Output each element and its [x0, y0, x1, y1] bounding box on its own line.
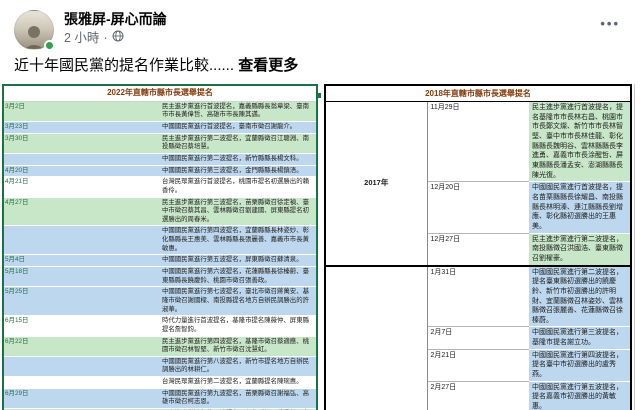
- table-row: 6月22日 民主進步黨進行第四波提名，基隆市徵召蔡適應、桃園市徵召林智堅、新竹市徵…: [3, 336, 317, 357]
- row-date: 4月27日: [3, 197, 160, 227]
- row-date: [3, 356, 160, 378]
- table-2018-title-row: 2018年直轄市縣市長選舉提名: [325, 85, 631, 103]
- row-text: 中國國民黨進行第六波提名，花蓮縣縣長徐榛蔚、臺東縣縣長饒慶鈴、桃園市徵召張善政。: [160, 266, 317, 288]
- row-date: 6月22日: [3, 336, 160, 357]
- row-text: 中國國民黨進行第七波提名，臺北市徵召蔣萬安、基隆市徵召謝國樑、南投縣提名地方自辦…: [160, 286, 317, 317]
- table-row: 中國國民黨進行第二波提名，新竹縣縣長楊文科。: [3, 153, 317, 166]
- row-date: 5月25日: [3, 286, 160, 317]
- row-text: 中國國民黨進行第九波提名，苗栗縣徵召謝福弘、高雄市徵召柯志恩。: [160, 388, 317, 410]
- post-options-icon[interactable]: •••: [600, 16, 620, 31]
- row-text: 民主進步黨進行第二波提名，宜蘭縣徵召江聰淵、南投縣徵召蔡培慧。: [160, 133, 317, 155]
- person-silhouette-icon: [24, 26, 44, 49]
- table-row: 6月29日 中國國民黨進行第九波提名，苗栗縣徵召謝福弘、高雄市徵召柯志恩。: [3, 388, 317, 410]
- post-image-attachment[interactable]: 2022年直轄市縣市長選舉提名 3月2日 民主進步黨進行首波提名，嘉義縣縣長翁章梁…: [0, 84, 640, 410]
- row-text: 民主進步黨進行第三波提名，苗栗縣徵召徐定禎、臺中市徵召蔡其昌、雲林縣徵召劉建國、…: [160, 197, 317, 227]
- table-row: 3月2日 民主進步黨進行首波提名，嘉義縣縣長翁章梁、臺南市市長黃偉哲、高雄市市長陳…: [3, 101, 317, 123]
- see-more-link[interactable]: 查看更多: [238, 57, 299, 74]
- table-2018-title: 2018年直轄市縣市長選舉提名: [325, 85, 631, 103]
- row-date: 2月27日: [427, 381, 529, 410]
- selection-handle: [316, 93, 321, 98]
- table-row: 5月4日 中國國民黨進行第五波提名，屏東縣徵召蘇清泉。: [3, 254, 317, 268]
- active-status-dot: [44, 40, 55, 51]
- row-date: 3月23日: [3, 121, 160, 134]
- row-text: 中國國民黨進行首波提名，臺南市徵召謝龍介。: [160, 121, 317, 134]
- row-date: [3, 376, 160, 389]
- row-text: 民主進步黨進行第五波提名，彰化縣徵召黃秀芳、嘉義市徵召李俊俋、花蓮縣徵召谷辣斯·…: [160, 408, 317, 410]
- image-edge-line: [634, 84, 635, 410]
- row-text: 民主進步黨進行第四波提名，基隆市徵召蔡適應、桃園市徵召林智堅、新竹市徵召沈慧虹。: [160, 336, 317, 357]
- table-2022-wrapper: 2022年直轄市縣市長選舉提名 3月2日 民主進步黨進行首波提名，嘉義縣縣長翁章梁…: [2, 84, 321, 410]
- row-date: 4月20日: [3, 165, 160, 178]
- row-date: 7月6日: [3, 408, 160, 410]
- table-row: 3月30日 民主進步黨進行第二波提名，宜蘭縣徵召江聰淵、南投縣徵召蔡培慧。: [3, 133, 317, 155]
- row-text: 中國國民黨進行第二波提名，提名臺東縣初選勝出的饒慶鈴、新竹市初選勝出的許明財、宜…: [529, 264, 631, 328]
- table-row: 5月18日 中國國民黨進行第六波提名，花蓮縣縣長徐榛蔚、臺東縣縣長饒慶鈴、桃園市徵…: [3, 266, 317, 288]
- row-date: 12月27日: [427, 233, 529, 267]
- table-row: 5月25日 中國國民黨進行第七波提名，臺北市徵召蔣萬安、基隆市徵召謝國樑、南投縣提…: [3, 286, 317, 317]
- row-text: 中國國民黨進行第四波提名，提名臺中市初選勝出的盧秀燕。: [529, 349, 631, 382]
- row-date: 11月29日: [427, 101, 529, 183]
- header-text: 張雅屏-屏心而論 2 小時 ·: [64, 10, 594, 46]
- table-row: 2017年 11月29日 民主進步黨進行首波提名，提名基隆市市長林右昌、桃園市市長鄭…: [325, 101, 631, 266]
- table-row: 6月15日 時代力量進行首波提名，基隆市提名陳薇仲、屏東縣提名詹智鈞。: [3, 315, 317, 337]
- row-date: 5月4日: [3, 254, 160, 268]
- table-row: 台灣民眾黨進行第二波提名，宜蘭縣提名陳琬惠。: [3, 376, 317, 389]
- row-text: 民主進步黨進行首波提名，嘉義縣縣長翁章梁、臺南市市長黃偉哲、高雄市市長陳其邁。: [160, 101, 317, 123]
- table-row: 7月6日民主進步黨進行第五波提名，彰化縣徵召黃秀芳、嘉義市徵召李俊俋、花蓮縣徵召…: [3, 408, 317, 410]
- table-row: 3月23日 中國國民黨進行首波提名，臺南市徵召謝龍介。: [3, 121, 317, 134]
- row-date: 2月21日: [427, 349, 529, 382]
- row-date: 12月20日: [427, 181, 529, 234]
- post-meta: 2 小時 ·: [64, 30, 594, 46]
- globe-privacy-icon: [112, 30, 124, 46]
- row-text: 台灣民眾黨進行第二波提名，宜蘭縣提名陳琬惠。: [160, 376, 317, 389]
- table-row: 4月20日 中國國民黨進行第三波提名，金門縣縣長楊鎮浯。: [3, 165, 317, 178]
- row-text: 中國國民黨進行第四波提名，宜蘭縣縣長林姿妙、彰化縣縣長王惠美、雲林縣縣長張麗善、…: [160, 225, 317, 256]
- row-text: 時代力量進行首波提名，基隆市提名陳薇仲、屏東縣提名詹智鈞。: [160, 315, 317, 337]
- table-row: 中國國民黨進行第四波提名，宜蘭縣縣長林姿妙、彰化縣縣長王惠美、雲林縣縣長張麗善、…: [3, 225, 317, 256]
- table-row: 4月27日 民主進步黨進行第三波提名，苗栗縣徵召徐定禎、臺中市徵召蔡其昌、雲林縣徵…: [3, 197, 317, 227]
- row-date: 6月15日: [3, 315, 160, 337]
- row-date: [3, 225, 160, 256]
- row-date: 1月31日: [427, 264, 529, 328]
- post-body-text: 近十年國民黨的提名作業比較......: [14, 57, 235, 74]
- timestamp[interactable]: 2 小時: [64, 31, 100, 45]
- row-date: 6月29日: [3, 388, 160, 410]
- row-date: 4月21日: [3, 176, 160, 198]
- table-row: 4月21日 台灣民眾黨進行首波提名，桃園市提名初選勝出的賴香伶。: [3, 176, 317, 198]
- row-text: 中國國民黨進行第五波提名，提名嘉義市初選勝出的黃敏惠。: [529, 381, 631, 410]
- row-text: 中國國民黨進行首波提名，提名苗栗縣縣長徐耀昌、南投縣縣長林明溱、連江縣縣長劉增應…: [529, 181, 631, 234]
- table-2018: 2018年直轄市縣市長選舉提名 2017年 11月29日 民主進步黨進行首波提名，提…: [324, 84, 632, 410]
- row-year: 2017年: [325, 101, 428, 266]
- row-text: 中國國民黨進行第八波提名，新竹市提名地方自辦民調勝出的林耕仁。: [160, 356, 317, 378]
- row-text: 中國國民黨進行第二波提名，新竹縣縣長楊文科。: [160, 153, 317, 166]
- row-date: 5月18日: [3, 266, 160, 288]
- row-text: 台灣民眾黨進行首波提名，桃園市提名初選勝出的賴香伶。: [160, 176, 317, 198]
- meta-separator: ·: [103, 31, 108, 45]
- post-body: 近十年國民黨的提名作業比較...... 查看更多: [0, 52, 640, 84]
- author-name[interactable]: 張雅屏-屏心而論: [64, 11, 167, 27]
- row-date: [3, 153, 160, 166]
- table-2022-title-row: 2022年直轄市縣市長選舉提名: [3, 85, 317, 102]
- table-2022: 2022年直轄市縣市長選舉提名 3月2日 民主進步黨進行首波提名，嘉義縣縣長翁章梁…: [2, 84, 318, 410]
- row-text: 中國國民黨進行第五波提名，屏東縣徵召蘇清泉。: [160, 254, 317, 268]
- row-text: 民主進步黨進行首波提名，提名基隆市市長林右昌、桃園市市長鄭文燦、新竹市市長林智堅…: [529, 101, 631, 183]
- profile-photo: [14, 10, 54, 50]
- row-text: 中國國民黨進行第三波提名，基隆市提名謝立功。: [529, 326, 631, 350]
- row-date: 3月2日: [3, 101, 160, 123]
- row-text: 民主進步黨進行第二波提名，南投縣徵召洪國浩、臺東縣徵召劉櫂豪。: [529, 233, 631, 267]
- avatar[interactable]: [14, 10, 55, 51]
- table-row: 2018年1月31日中國國民黨進行第二波提名，提名臺東縣初選勝出的饒慶鈴、新竹市…: [325, 264, 631, 410]
- row-year: 2018年: [325, 264, 428, 410]
- post-header: 張雅屏-屏心而論 2 小時 · •••: [0, 0, 640, 52]
- row-date: 3月30日: [3, 133, 160, 155]
- row-date: 2月7日: [427, 326, 529, 350]
- row-text: 中國國民黨進行第三波提名，金門縣縣長楊鎮浯。: [160, 165, 317, 178]
- table-row: 中國國民黨進行第八波提名，新竹市提名地方自辦民調勝出的林耕仁。: [3, 356, 317, 378]
- table-2022-title: 2022年直轄市縣市長選舉提名: [3, 85, 317, 102]
